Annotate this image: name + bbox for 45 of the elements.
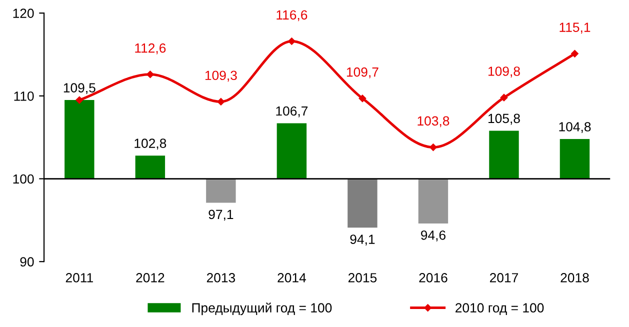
bar <box>206 178 236 203</box>
y-tick-label: 120 <box>13 8 34 18</box>
data-label: 112,6 <box>135 43 166 54</box>
data-label: 109,3 <box>205 70 237 82</box>
legend-label: 2010 год = 100 <box>456 303 544 316</box>
x-tick-label: 2016 <box>419 273 448 282</box>
data-label: 116,6 <box>276 10 308 22</box>
point <box>288 38 296 45</box>
bar <box>560 138 590 179</box>
legend-label: Предыдущий год = 100 <box>192 302 332 316</box>
x-tick-label: 2018 <box>560 273 589 282</box>
x-tick-label: 2017 <box>490 273 518 282</box>
point <box>76 96 84 104</box>
x-tick-label: 2014 <box>278 273 306 282</box>
bar <box>64 100 94 179</box>
bar <box>276 123 307 179</box>
data-label: 109,7 <box>346 67 378 78</box>
data-label: 106,7 <box>276 106 308 118</box>
data-label: 104,8 <box>559 122 591 133</box>
data-label: 94,1 <box>350 234 375 246</box>
point <box>571 50 578 58</box>
data-label: 103,8 <box>418 116 450 128</box>
y-tick-label: 100 <box>13 174 34 184</box>
bar <box>348 178 378 228</box>
point <box>217 98 225 106</box>
x-tick-label: 2011 <box>66 273 93 282</box>
data-label: 94,6 <box>421 230 446 242</box>
point <box>500 94 508 102</box>
data-label: 115,1 <box>560 22 590 34</box>
point <box>430 144 437 151</box>
x-tick-label: 2012 <box>136 273 164 282</box>
data-label: 109,8 <box>488 66 520 78</box>
bar <box>135 156 166 179</box>
data-label: 105,8 <box>488 114 520 125</box>
y-tick-label: 90 <box>20 257 34 267</box>
x-tick-label: 2015 <box>348 273 377 282</box>
bar <box>418 178 448 224</box>
bar <box>489 130 519 179</box>
point <box>146 70 154 78</box>
data-label: 109,5 <box>64 83 96 94</box>
x-tick-label: 2013 <box>206 273 236 282</box>
point <box>358 94 366 102</box>
data-label: 97,1 <box>208 210 234 221</box>
y-tick-label: 110 <box>14 91 34 101</box>
data-label: 102,8 <box>134 138 166 150</box>
